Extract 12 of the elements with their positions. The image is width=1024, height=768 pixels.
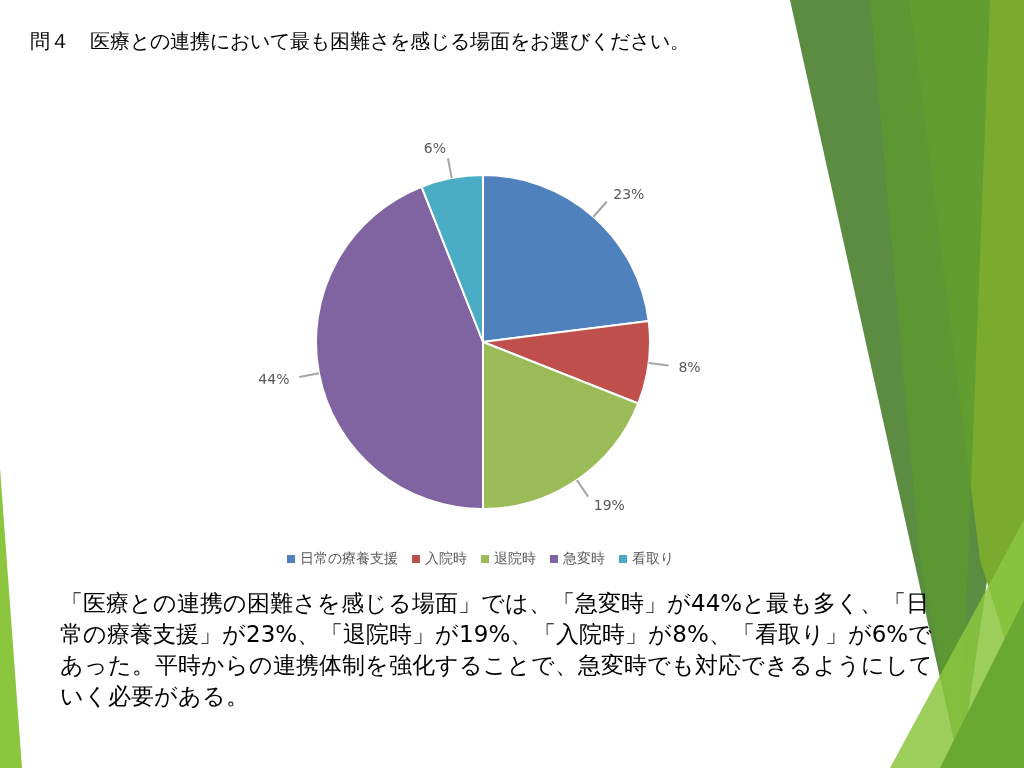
data-label: 8%	[678, 358, 701, 375]
legend-label: 入院時	[424, 550, 467, 568]
chart-title: 問４ 医療との連携において最も困難さを感じる場面をお選びください。	[30, 28, 690, 55]
legend-label: 退院時	[493, 550, 536, 568]
legend-label: 日常の療養支援	[299, 550, 398, 568]
legend-label: 急変時	[562, 550, 605, 568]
legend-label: 看取り	[631, 550, 674, 568]
data-label: 23%	[613, 186, 645, 203]
data-label: 6%	[423, 140, 447, 157]
data-label: 44%	[258, 370, 290, 387]
data-label: 19%	[593, 496, 625, 513]
text: 「医療との連携の困難さを感じる場面」では、「急変時」が44%と最も多く、「日常の療養支援」が23%、「退院時」が19%、「入院時」が8%、「看取り」が6%であった。平時からの連携体制を強化することで、急変時でも対応できるようにしていく必要がある。	[60, 589, 934, 711]
